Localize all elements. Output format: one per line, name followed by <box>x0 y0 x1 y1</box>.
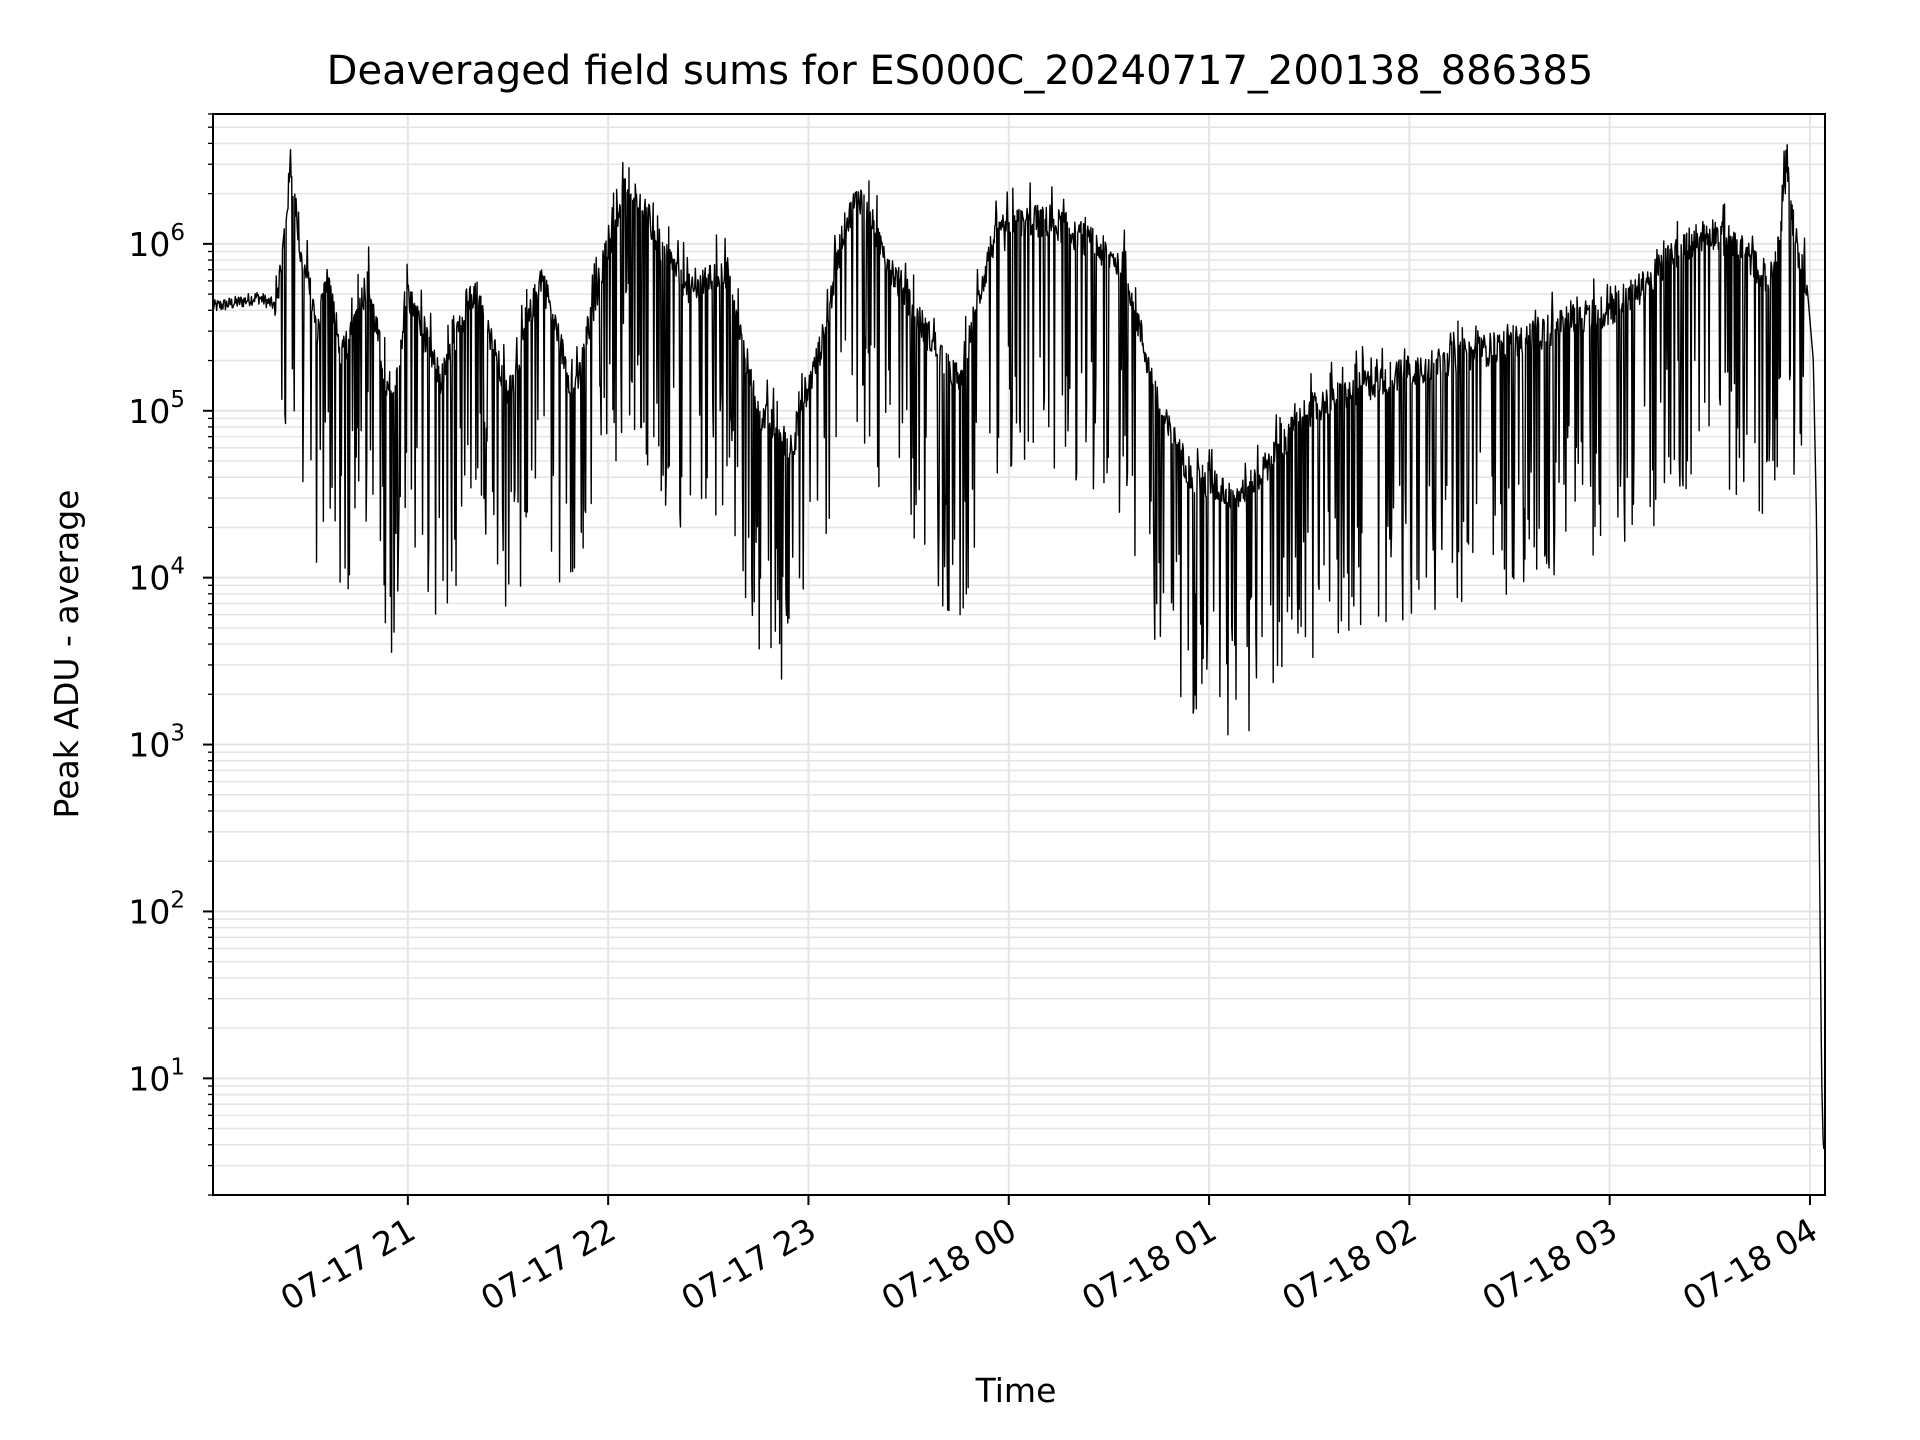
x-tick-label: 07-18 00 <box>875 1210 1023 1318</box>
plot-frame <box>212 113 1826 1196</box>
chart-title: Deaveraged field sums for ES000C_2024071… <box>327 48 1594 94</box>
y-tick-label: 102 <box>128 887 185 931</box>
x-tick-label: 07-17 23 <box>674 1210 822 1318</box>
y-tick-label: 101 <box>128 1054 185 1098</box>
x-axis: 07-17 21 07-17 22 07-17 23 07-18 00 07-18 01… <box>274 1195 1824 1318</box>
x-axis-label: Time <box>975 1371 1057 1410</box>
y-tick-label: 104 <box>128 554 185 598</box>
x-tick-label: 07-18 02 <box>1275 1210 1423 1318</box>
y-axis: 101 102 103 104 105 106 <box>128 113 213 1196</box>
x-tick-label: 07-17 22 <box>474 1210 622 1318</box>
y-tick-label: 103 <box>128 721 185 765</box>
series-line <box>212 144 1826 1150</box>
plot-area: 07-17 21 07-17 22 07-17 23 07-18 00 07-18 01… <box>128 113 1826 1318</box>
x-tick-label: 07-18 04 <box>1676 1210 1824 1318</box>
x-tick-label: 07-18 03 <box>1476 1210 1624 1318</box>
y-tick-label: 105 <box>128 387 185 431</box>
y-tick-label: 106 <box>128 220 185 264</box>
series-layer <box>212 144 1826 1150</box>
y-axis-label: Peak ADU - average <box>47 490 86 819</box>
x-tick-label: 07-17 21 <box>274 1210 422 1318</box>
x-tick-label: 07-18 01 <box>1075 1210 1223 1318</box>
